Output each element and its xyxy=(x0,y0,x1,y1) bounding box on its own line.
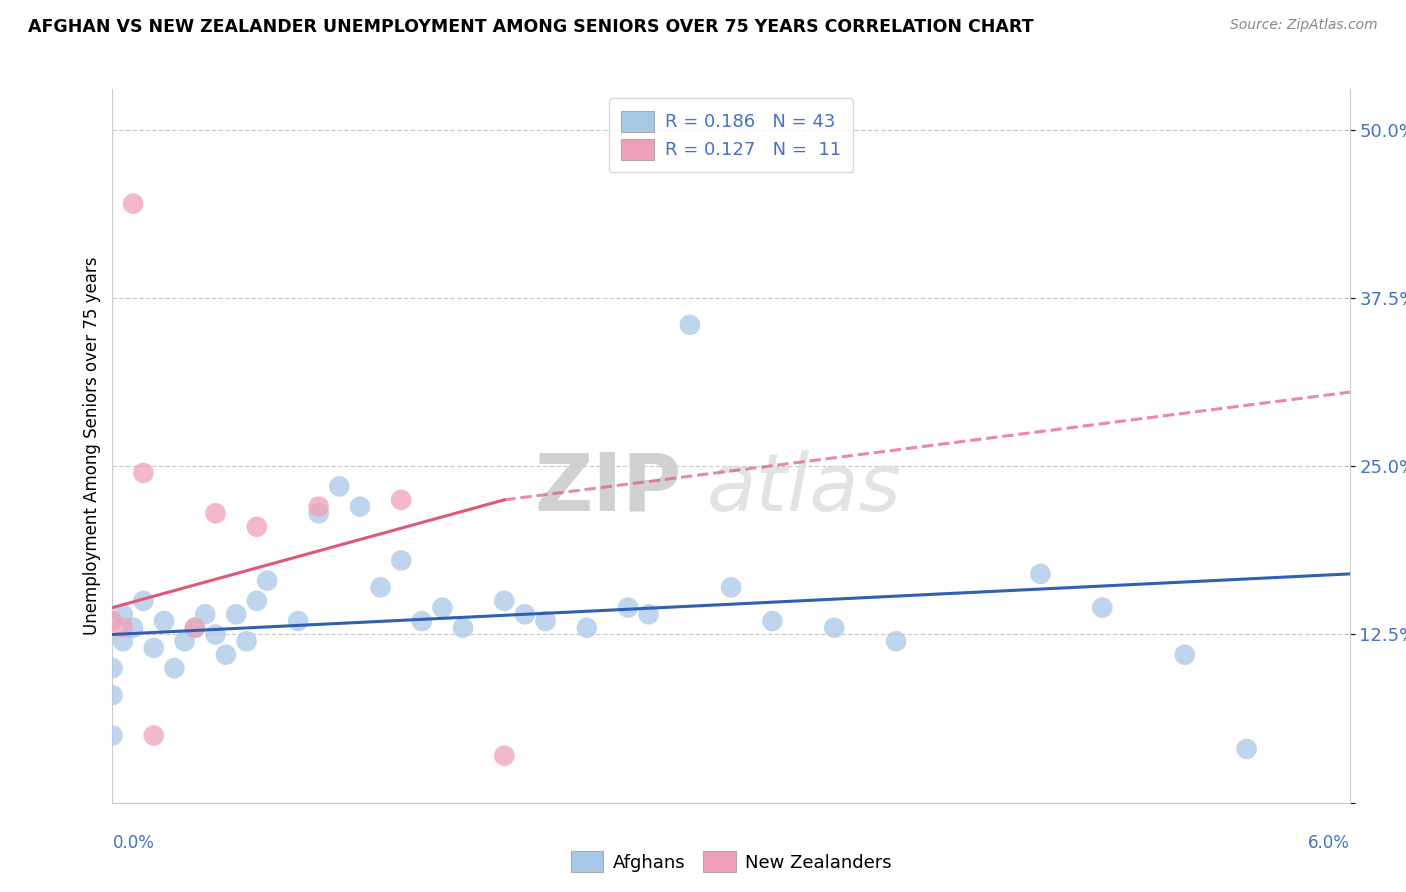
Point xyxy=(494,748,516,763)
Point xyxy=(575,621,598,635)
Point xyxy=(204,506,226,520)
Point xyxy=(617,600,640,615)
Point xyxy=(720,580,742,594)
Point xyxy=(308,500,330,514)
Point xyxy=(389,492,412,507)
Point xyxy=(184,621,207,635)
Y-axis label: Unemployment Among Seniors over 75 years: Unemployment Among Seniors over 75 years xyxy=(83,257,101,635)
Point xyxy=(349,500,371,514)
Point xyxy=(823,621,845,635)
Point xyxy=(637,607,659,622)
Point xyxy=(132,466,155,480)
Point xyxy=(884,634,907,648)
Point xyxy=(111,621,134,635)
Point xyxy=(370,580,392,594)
Point xyxy=(246,594,269,608)
Point xyxy=(111,607,134,622)
Point xyxy=(132,594,155,608)
Legend: Afghans, New Zealanders: Afghans, New Zealanders xyxy=(564,844,898,880)
Point xyxy=(287,614,309,628)
Point xyxy=(122,621,145,635)
Point xyxy=(101,661,124,675)
Point xyxy=(163,661,186,675)
Text: ZIP: ZIP xyxy=(534,450,682,528)
Point xyxy=(153,614,176,628)
Text: 0.0%: 0.0% xyxy=(112,834,155,852)
Point xyxy=(122,196,145,211)
Point xyxy=(328,479,350,493)
Point xyxy=(1174,648,1197,662)
Point xyxy=(101,688,124,702)
Text: Source: ZipAtlas.com: Source: ZipAtlas.com xyxy=(1230,18,1378,32)
Point xyxy=(101,729,124,743)
Point xyxy=(1029,566,1052,581)
Point xyxy=(173,634,195,648)
Point xyxy=(184,621,207,635)
Point xyxy=(1091,600,1114,615)
Text: 6.0%: 6.0% xyxy=(1308,834,1350,852)
Point xyxy=(111,634,134,648)
Point xyxy=(204,627,226,641)
Point xyxy=(761,614,783,628)
Point xyxy=(494,594,516,608)
Point xyxy=(411,614,433,628)
Text: AFGHAN VS NEW ZEALANDER UNEMPLOYMENT AMONG SENIORS OVER 75 YEARS CORRELATION CHA: AFGHAN VS NEW ZEALANDER UNEMPLOYMENT AMO… xyxy=(28,18,1033,36)
Point xyxy=(194,607,217,622)
Point xyxy=(1236,742,1258,756)
Point xyxy=(534,614,557,628)
Point xyxy=(432,600,454,615)
Point xyxy=(308,506,330,520)
Text: atlas: atlas xyxy=(706,450,901,528)
Point xyxy=(513,607,536,622)
Point xyxy=(225,607,247,622)
Point xyxy=(451,621,474,635)
Point xyxy=(679,318,702,332)
Point xyxy=(246,520,269,534)
Point xyxy=(215,648,238,662)
Point xyxy=(142,640,165,655)
Point xyxy=(101,614,124,628)
Point xyxy=(256,574,278,588)
Point xyxy=(142,729,165,743)
Point xyxy=(389,553,412,567)
Point xyxy=(235,634,257,648)
